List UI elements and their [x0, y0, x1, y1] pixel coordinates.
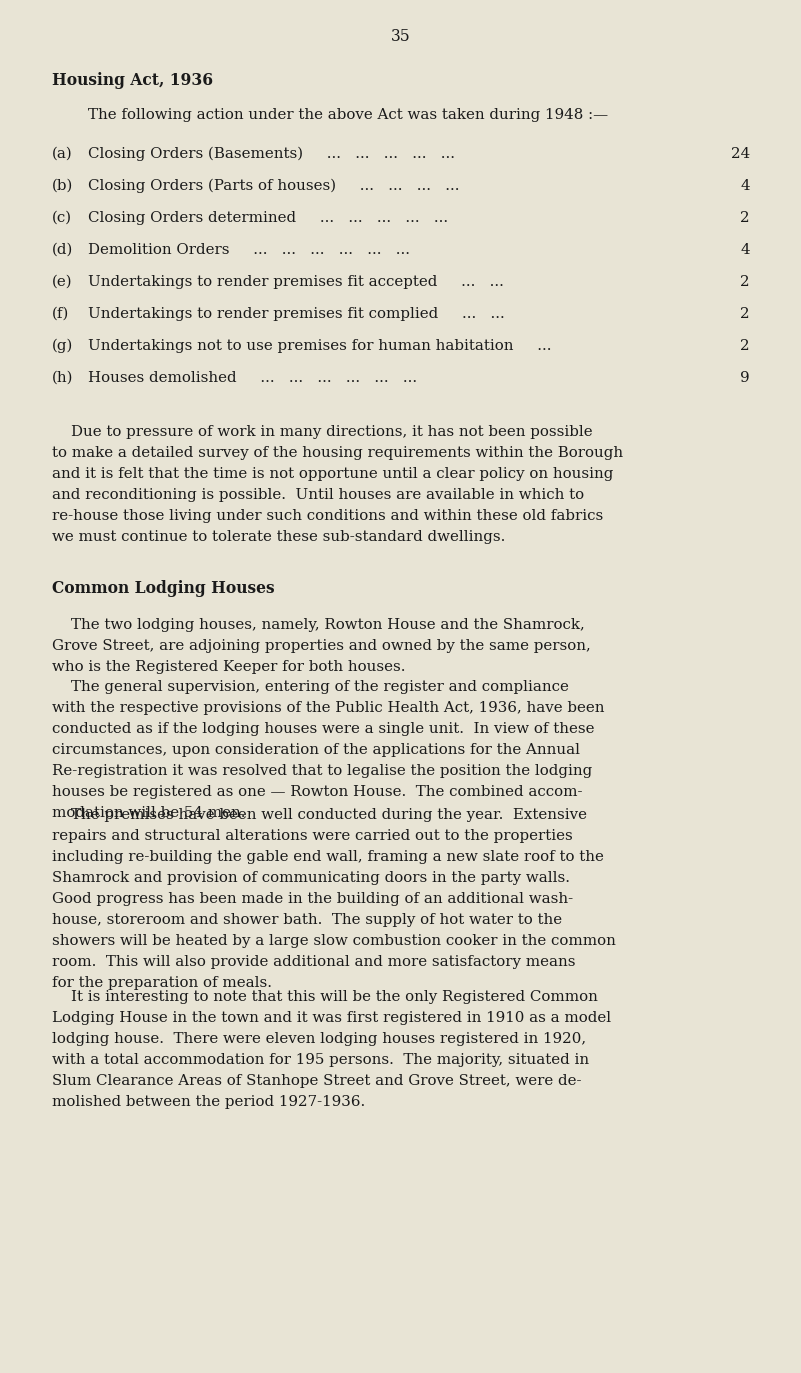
Text: with the respective provisions of the Public Health Act, 1936, have been: with the respective provisions of the Pu…	[52, 702, 605, 715]
Text: and it is felt that the time is not opportune until a clear policy on housing: and it is felt that the time is not oppo…	[52, 467, 614, 481]
Text: (f): (f)	[52, 308, 69, 321]
Text: room.  This will also provide additional and more satisfactory means: room. This will also provide additional …	[52, 956, 575, 969]
Text: repairs and structural alterations were carried out to the properties: repairs and structural alterations were …	[52, 829, 573, 843]
Text: Lodging House in the town and it was first registered in 1910 as a model: Lodging House in the town and it was fir…	[52, 1011, 611, 1026]
Text: (b): (b)	[52, 178, 73, 194]
Text: The two lodging houses, namely, Rowton House and the Shamrock,: The two lodging houses, namely, Rowton H…	[52, 618, 585, 632]
Text: (h): (h)	[52, 371, 74, 384]
Text: for the preparation of meals.: for the preparation of meals.	[52, 976, 272, 990]
Text: (e): (e)	[52, 275, 73, 288]
Text: (g): (g)	[52, 339, 73, 353]
Text: Closing Orders (Basements)     ...   ...   ...   ...   ...: Closing Orders (Basements) ... ... ... .…	[88, 147, 455, 162]
Text: modation will be 54 men.: modation will be 54 men.	[52, 806, 245, 820]
Text: Shamrock and provision of communicating doors in the party walls.: Shamrock and provision of communicating …	[52, 870, 570, 886]
Text: to make a detailed survey of the housing requirements within the Borough: to make a detailed survey of the housing…	[52, 446, 623, 460]
Text: house, storeroom and shower bath.  The supply of hot water to the: house, storeroom and shower bath. The su…	[52, 913, 562, 927]
Text: 9: 9	[740, 371, 750, 384]
Text: Closing Orders (Parts of houses)     ...   ...   ...   ...: Closing Orders (Parts of houses) ... ...…	[88, 178, 460, 194]
Text: lodging house.  There were eleven lodging houses registered in 1920,: lodging house. There were eleven lodging…	[52, 1032, 586, 1046]
Text: 2: 2	[740, 308, 750, 321]
Text: we must continue to tolerate these sub-standard dwellings.: we must continue to tolerate these sub-s…	[52, 530, 505, 544]
Text: Closing Orders determined     ...   ...   ...   ...   ...: Closing Orders determined ... ... ... ..…	[88, 211, 448, 225]
Text: (d): (d)	[52, 243, 73, 257]
Text: Common Lodging Houses: Common Lodging Houses	[52, 579, 275, 597]
Text: 24: 24	[731, 147, 750, 161]
Text: Undertakings to render premises fit complied     ...   ...: Undertakings to render premises fit comp…	[88, 308, 505, 321]
Text: 35: 35	[391, 27, 410, 45]
Text: and reconditioning is possible.  Until houses are available in which to: and reconditioning is possible. Until ho…	[52, 487, 584, 503]
Text: 4: 4	[740, 243, 750, 257]
Text: Undertakings to render premises fit accepted     ...   ...: Undertakings to render premises fit acce…	[88, 275, 504, 288]
Text: Grove Street, are adjoining properties and owned by the same person,: Grove Street, are adjoining properties a…	[52, 638, 591, 654]
Text: who is the Registered Keeper for both houses.: who is the Registered Keeper for both ho…	[52, 660, 405, 674]
Text: The general supervision, entering of the register and compliance: The general supervision, entering of the…	[52, 680, 569, 693]
Text: Housing Act, 1936: Housing Act, 1936	[52, 71, 213, 89]
Text: re-house those living under such conditions and within these old fabrics: re-house those living under such conditi…	[52, 509, 603, 523]
Text: conducted as if the lodging houses were a single unit.  In view of these: conducted as if the lodging houses were …	[52, 722, 594, 736]
Text: 2: 2	[740, 211, 750, 225]
Text: including re-building the gable end wall, framing a new slate roof to the: including re-building the gable end wall…	[52, 850, 604, 864]
Text: (c): (c)	[52, 211, 72, 225]
Text: Due to pressure of work in many directions, it has not been possible: Due to pressure of work in many directio…	[52, 426, 593, 439]
Text: Slum Clearance Areas of Stanhope Street and Grove Street, were de-: Slum Clearance Areas of Stanhope Street …	[52, 1074, 582, 1087]
Text: circumstances, upon consideration of the applications for the Annual: circumstances, upon consideration of the…	[52, 743, 580, 757]
Text: The premises have been well conducted during the year.  Extensive: The premises have been well conducted du…	[52, 807, 587, 822]
Text: with a total accommodation for 195 persons.  The majority, situated in: with a total accommodation for 195 perso…	[52, 1053, 589, 1067]
Text: molished between the period 1927-1936.: molished between the period 1927-1936.	[52, 1096, 365, 1109]
Text: The following action under the above Act was taken during 1948 :—: The following action under the above Act…	[88, 108, 608, 122]
Text: showers will be heated by a large slow combustion cooker in the common: showers will be heated by a large slow c…	[52, 934, 616, 947]
Text: Undertakings not to use premises for human habitation     ...: Undertakings not to use premises for hum…	[88, 339, 552, 353]
Text: Re-registration it was resolved that to legalise the position the lodging: Re-registration it was resolved that to …	[52, 763, 592, 778]
Text: houses be registered as one — Rowton House.  The combined accom-: houses be registered as one — Rowton Hou…	[52, 785, 582, 799]
Text: 2: 2	[740, 339, 750, 353]
Text: 2: 2	[740, 275, 750, 288]
Text: 4: 4	[740, 178, 750, 194]
Text: (a): (a)	[52, 147, 73, 161]
Text: Good progress has been made in the building of an additional wash-: Good progress has been made in the build…	[52, 892, 574, 906]
Text: It is interesting to note that this will be the only Registered Common: It is interesting to note that this will…	[52, 990, 598, 1004]
Text: Demolition Orders     ...   ...   ...   ...   ...   ...: Demolition Orders ... ... ... ... ... ..…	[88, 243, 410, 257]
Text: Houses demolished     ...   ...   ...   ...   ...   ...: Houses demolished ... ... ... ... ... ..…	[88, 371, 417, 384]
